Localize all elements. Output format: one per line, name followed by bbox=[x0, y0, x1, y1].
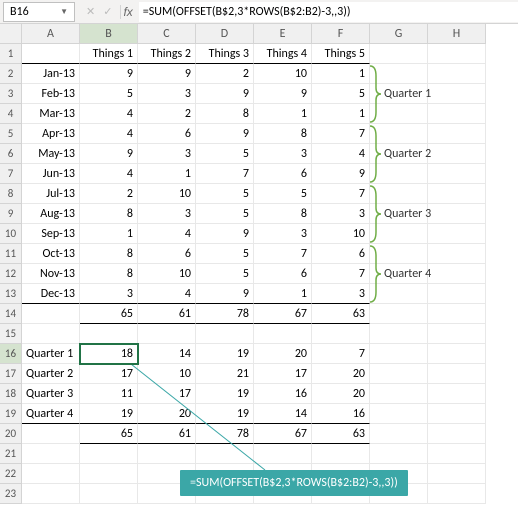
cell-B16[interactable]: 18 bbox=[80, 344, 138, 364]
callout-leader-line bbox=[0, 0, 518, 516]
